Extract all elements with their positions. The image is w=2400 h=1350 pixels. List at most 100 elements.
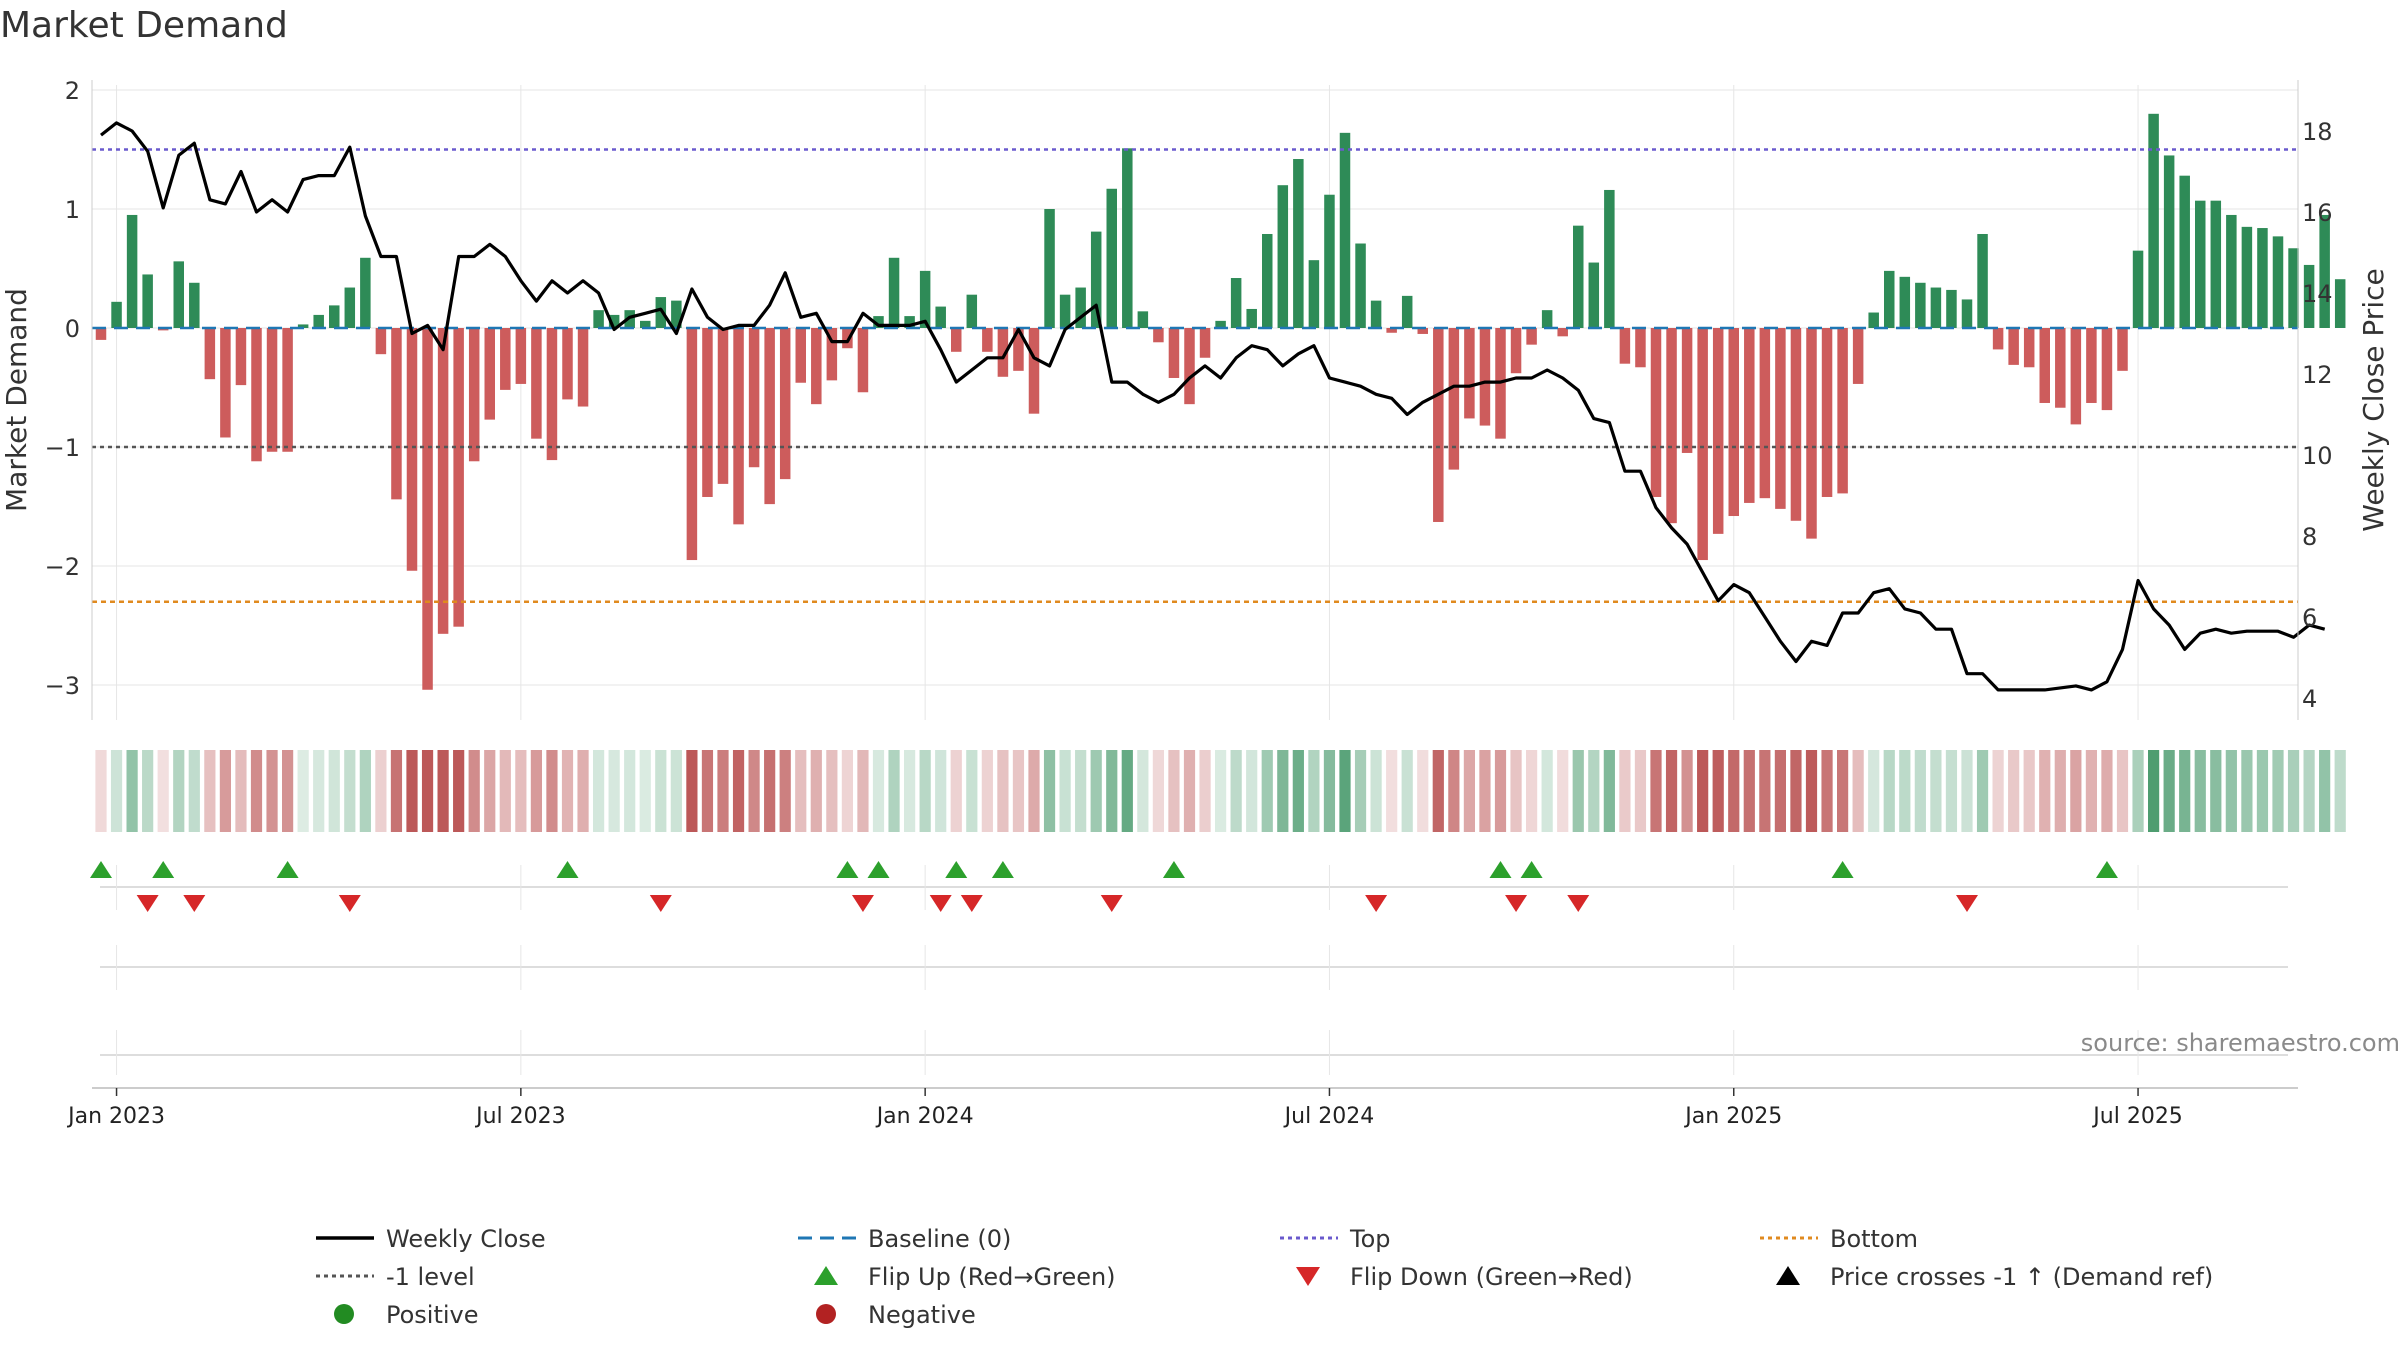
demand-bar [2070,328,2082,425]
demand-bar [1961,299,1973,328]
heat-cell [639,750,651,832]
heat-cell [2179,750,2191,832]
flip-down-marker [136,895,159,912]
demand-bar [1479,328,1491,426]
heat-cell [1168,750,1180,832]
demand-bar [282,328,293,452]
heat-cell [1557,750,1569,832]
flip-down-marker [649,895,672,912]
y-left-tick-label: 0 [65,315,80,343]
demand-bar [951,328,962,352]
heat-cell [142,750,154,832]
heat-cell [2023,750,2035,832]
heat-cell [981,750,993,832]
heat-cell [2272,750,2284,832]
heat-cell [2319,750,2331,832]
flip-up-marker [991,861,1014,878]
heat-cell [1386,750,1398,832]
demand-bar [1930,287,1942,328]
y-left-tick-label: 2 [65,77,80,105]
demand-bar [1386,328,1397,333]
legend-label: Positive [386,1301,479,1329]
demand-bar [608,314,620,328]
x-tick-label: Jul 2024 [1283,1104,1375,1129]
demand-bar [655,297,667,328]
heat-cell [344,750,356,832]
demand-bar [904,316,915,328]
demand-bar [2117,328,2128,371]
demand-bar [1090,231,1102,328]
heat-cell [1650,750,1662,832]
demand-bar [1526,328,1537,345]
heat-cell [530,750,542,832]
x-tick-label: Jan 2025 [1683,1104,1782,1129]
signal-markers [90,861,2298,1089]
heat-cell [1432,750,1444,832]
demand-bar [1712,328,1724,534]
y-left-tick-label: −2 [45,553,80,581]
demand-bar [748,328,760,468]
y-right-tick-label: 10 [2302,442,2333,470]
heat-cell [359,750,371,832]
heat-cell [219,750,231,832]
flip-up-marker [90,861,112,878]
legend-entry: Baseline (0) [798,1225,1011,1253]
heat-cell [1339,750,1351,832]
heat-cell [1790,750,1802,832]
demand-bar [935,306,946,328]
heat-cell [1043,750,1056,832]
heat-cell [406,750,418,832]
demand-bar [1541,310,1553,328]
heat-cell [810,750,822,832]
heat-cell [1603,750,1615,832]
y-axis-right-label: Weekly Close Price [2357,268,2390,531]
flip-down-marker [960,895,983,912]
demand-bar [1650,328,1662,497]
demand-bar [826,328,838,381]
heat-cell [235,750,247,832]
demand-bar [1448,328,1460,470]
heat-cell [997,750,1009,832]
heat-cell [1510,750,1522,832]
legend-label: Top [1349,1225,1391,1253]
heat-cell [950,750,962,832]
demand-bar [2008,328,2019,365]
demand-bar [577,328,589,407]
heat-cell [1059,750,1071,832]
heat-cell [499,750,511,832]
flip-down-marker [929,895,952,912]
heat-cell [1494,750,1507,832]
demand-bar [1666,328,1677,524]
flip-up-marker [276,861,299,878]
heat-cell [188,750,200,832]
heat-cell [1821,750,1833,832]
demand-bar [1401,295,1413,328]
legend-triangle-down-icon [1296,1267,1320,1286]
demand-bar [1744,328,1755,503]
legend-entry: Top [1280,1225,1391,1253]
demand-bar [329,305,340,328]
flip-down-marker [851,895,874,912]
heat-cell [857,750,869,832]
demand-bar [1681,328,1693,453]
legend-entry: Weekly Close [316,1225,546,1253]
demand-bar [2241,226,2253,328]
heat-cell [1090,750,1102,832]
demand-bar [1044,209,1055,328]
demand-bar [437,328,449,634]
demand-bar [1262,233,1273,328]
demand-bar [1604,189,1615,328]
demand-bar [2023,328,2035,368]
demand-bar [1370,300,1382,328]
demand-bar [1946,289,1957,328]
heat-cell [1370,750,1382,832]
heat-cell [250,750,263,832]
demand-bar [733,328,744,525]
legend-entry: Bottom [1760,1225,1918,1253]
legend-label: Flip Up (Red→Green) [868,1263,1116,1291]
heat-cell [1759,750,1771,832]
demand-bar [873,316,884,328]
demand-bar [997,328,1009,377]
heat-cell [1805,750,1818,832]
